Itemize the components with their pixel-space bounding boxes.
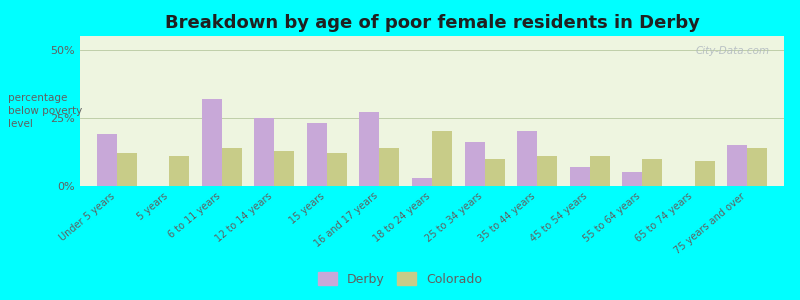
Bar <box>694 161 714 186</box>
Bar <box>622 172 642 186</box>
Bar <box>202 99 222 186</box>
Bar <box>412 178 432 186</box>
Title: Breakdown by age of poor female residents in Derby: Breakdown by age of poor female resident… <box>165 14 699 32</box>
Bar <box>465 142 485 186</box>
Bar <box>485 159 505 186</box>
Bar <box>379 148 399 186</box>
Bar <box>97 134 117 186</box>
Bar <box>170 156 190 186</box>
Text: percentage
below poverty
level: percentage below poverty level <box>8 93 82 129</box>
Bar <box>537 156 557 186</box>
Bar <box>517 131 537 186</box>
Bar <box>274 151 294 186</box>
Bar <box>727 145 747 186</box>
Bar <box>570 167 590 186</box>
Legend: Derby, Colorado: Derby, Colorado <box>313 267 487 291</box>
Bar <box>747 148 767 186</box>
Text: City-Data.com: City-Data.com <box>696 46 770 56</box>
Bar <box>307 123 327 186</box>
Bar <box>222 148 242 186</box>
Bar <box>642 159 662 186</box>
Bar <box>590 156 610 186</box>
Bar <box>117 153 137 186</box>
Bar <box>432 131 452 186</box>
Bar <box>254 118 274 186</box>
Bar <box>359 112 379 186</box>
Bar <box>327 153 347 186</box>
